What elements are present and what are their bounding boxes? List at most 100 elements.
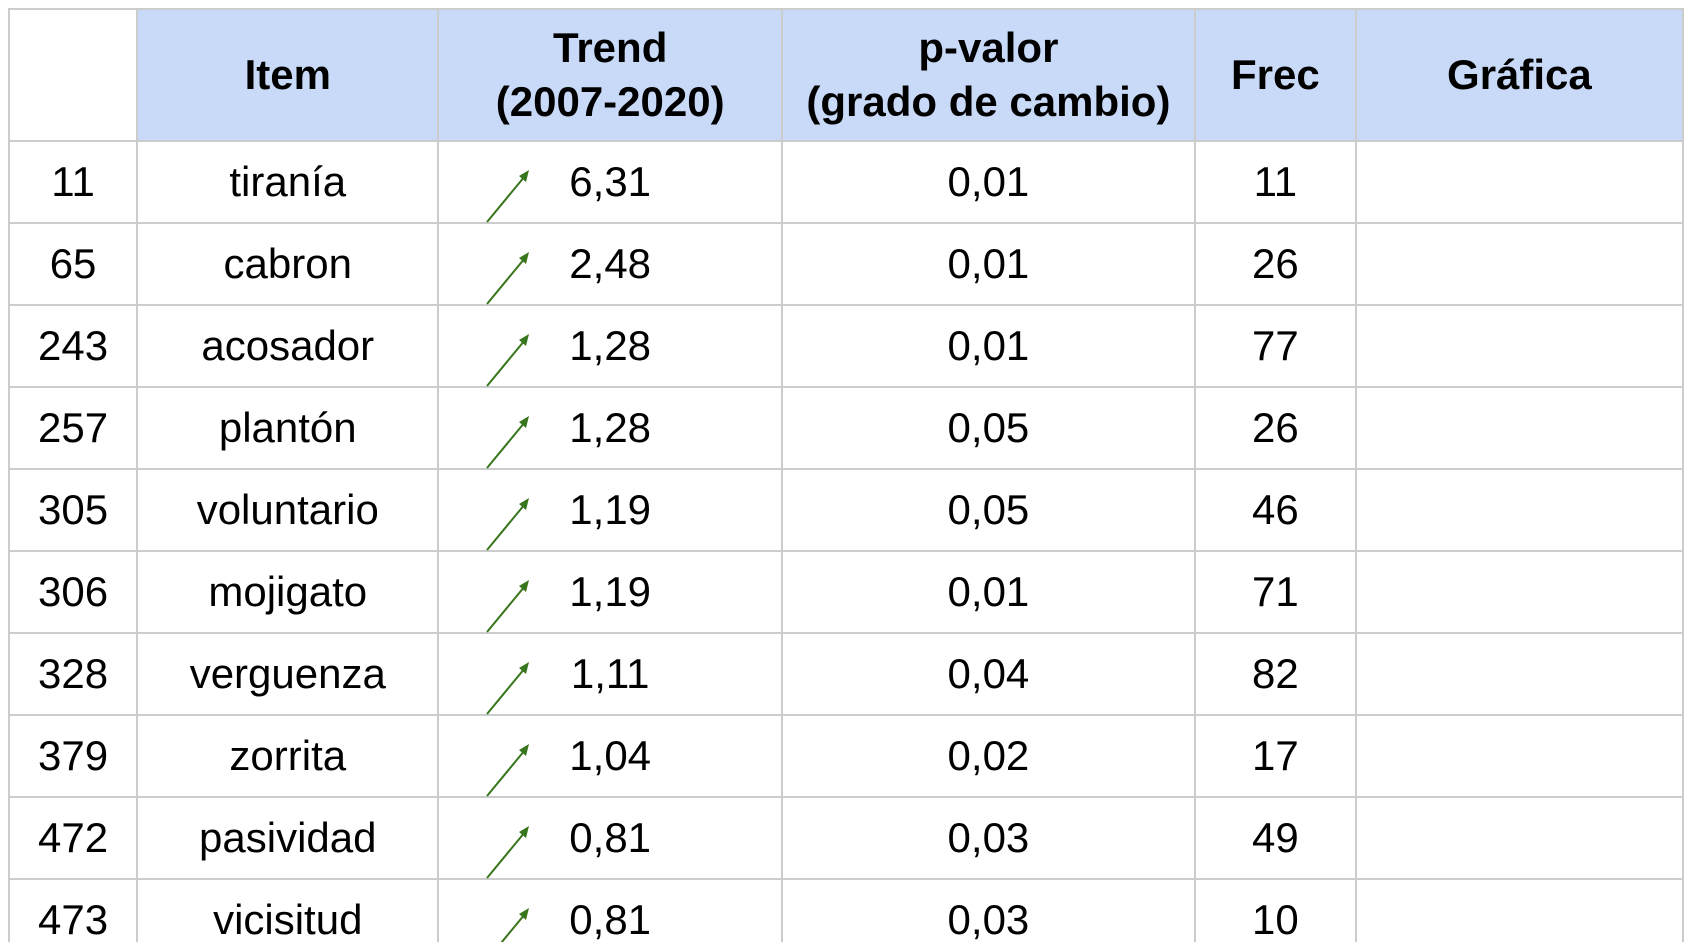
table-cell: 0,04	[780, 632, 1196, 716]
cell-text: 0,05	[947, 404, 1030, 451]
table-row: 472 pasividad 0,81 0,03 49	[7, 796, 1684, 880]
trend-arrow	[486, 170, 530, 223]
trend-arrow	[486, 826, 530, 879]
table-row: 306 mojigato 1,19 0,01 71	[7, 550, 1684, 634]
cell-text: 46	[1252, 486, 1299, 533]
cell-text: 2,48	[569, 240, 652, 287]
chart-cell	[1354, 222, 1684, 306]
cell-text: 0,01	[947, 322, 1030, 369]
cell-text: voluntario	[196, 486, 379, 533]
cell-text: 6,31	[569, 158, 652, 205]
chart-cell	[1354, 878, 1684, 942]
table-cell: 0,01	[780, 550, 1196, 634]
trend-arrow	[486, 334, 530, 387]
cell-text: 49	[1252, 814, 1299, 861]
table-cell: 1,28	[437, 386, 783, 470]
header-cell: Trend (2007-2020)	[437, 8, 783, 142]
table-cell: 11	[1193, 140, 1357, 224]
table-cell: 49	[1193, 796, 1357, 880]
cell-text: 11	[51, 158, 95, 205]
table-cell: 65	[7, 222, 139, 306]
cell-text: verguenza	[189, 650, 386, 697]
header-cell: Gráfica	[1354, 8, 1684, 142]
table-cell: 10	[1193, 878, 1357, 942]
chart-cell	[1354, 386, 1684, 470]
table-cell: 473	[7, 878, 139, 942]
cell-text: plantón	[218, 404, 357, 451]
cell-text: 1,11	[570, 650, 650, 697]
table-cell: 0,03	[780, 878, 1196, 942]
cell-text: 0,05	[947, 486, 1030, 533]
cell-text: 1,28	[569, 404, 652, 451]
table-cell: 0,05	[780, 386, 1196, 470]
header-cell: p-valor (grado de cambio)	[780, 8, 1196, 142]
table-cell: zorrita	[136, 714, 440, 798]
cell-text: pasividad	[199, 814, 377, 861]
table-cell: 257	[7, 386, 139, 470]
cell-text: 17	[1252, 732, 1299, 779]
cell-text: zorrita	[229, 732, 347, 779]
table-cell: 305	[7, 468, 139, 552]
cell-text: 26	[1252, 240, 1299, 287]
cell-text: acosador	[201, 322, 375, 369]
table-cell: 472	[7, 796, 139, 880]
cell-text: 0,03	[947, 814, 1030, 861]
table-cell: vicisitud	[136, 878, 440, 942]
trend-arrow	[486, 252, 530, 305]
table-row: 65 cabron 2,48 0,01 26	[7, 222, 1684, 306]
cell-text: 82	[1252, 650, 1299, 697]
cell-text: 0,03	[947, 896, 1030, 942]
cell-text: 11	[1253, 158, 1298, 205]
chart-cell	[1354, 796, 1684, 880]
table-row: 379 zorrita 1,04 0,02 17	[7, 714, 1684, 798]
table-cell: 0,05	[780, 468, 1196, 552]
cell-text: 0,81	[569, 896, 652, 942]
table-cell: acosador	[136, 304, 440, 388]
table-cell: pasividad	[136, 796, 440, 880]
table-cell: voluntario	[136, 468, 440, 552]
chart-cell	[1354, 304, 1684, 388]
table-cell: 306	[7, 550, 139, 634]
cell-text: 473	[38, 896, 109, 942]
table-cell: verguenza	[136, 632, 440, 716]
chart-cell	[1354, 550, 1684, 634]
table-cell: 0,01	[780, 222, 1196, 306]
table-row: 473 vicisitud 0,81 0,03 10	[7, 878, 1684, 942]
cell-text: mojigato	[208, 568, 368, 615]
cell-text: 0,02	[947, 732, 1030, 779]
table-cell: 0,81	[437, 796, 783, 880]
trend-arrow	[486, 744, 530, 797]
table-cell: 1,11	[437, 632, 783, 716]
cell-text: 1,28	[569, 322, 652, 369]
cell-text: 10	[1252, 896, 1299, 942]
table-cell: 26	[1193, 222, 1357, 306]
table-cell: 6,31	[437, 140, 783, 224]
table-row: 257 plantón 1,28 0,05 26	[7, 386, 1684, 470]
table-row: 11 tiranía 6,31 0,01 11	[7, 140, 1684, 224]
table-cell: tiranía	[136, 140, 440, 224]
table-cell: mojigato	[136, 550, 440, 634]
table-cell: 11	[7, 140, 139, 224]
cell-text: 0,81	[569, 814, 652, 861]
table-cell: 17	[1193, 714, 1357, 798]
cell-text: cabron	[223, 240, 352, 287]
table-cell: 46	[1193, 468, 1357, 552]
table-cell: 0,02	[780, 714, 1196, 798]
chart-cell	[1354, 714, 1684, 798]
trend-arrow	[486, 580, 530, 633]
table-cell: 0,01	[780, 304, 1196, 388]
table-cell: plantón	[136, 386, 440, 470]
cell-text: 1,19	[569, 486, 652, 533]
table-cell: 0,81	[437, 878, 783, 942]
chart-cell	[1354, 632, 1684, 716]
trend-arrow	[486, 662, 530, 715]
table-cell: 328	[7, 632, 139, 716]
chart-cell	[1354, 468, 1684, 552]
table-cell: 243	[7, 304, 139, 388]
table-cell: cabron	[136, 222, 440, 306]
cell-text: 379	[38, 732, 109, 779]
table-cell: 1,19	[437, 550, 783, 634]
trend-arrow	[486, 498, 530, 551]
data-table: Item Trend (2007-2020) p-valor (grado de c…	[7, 8, 1684, 942]
cell-text: 243	[38, 322, 109, 369]
